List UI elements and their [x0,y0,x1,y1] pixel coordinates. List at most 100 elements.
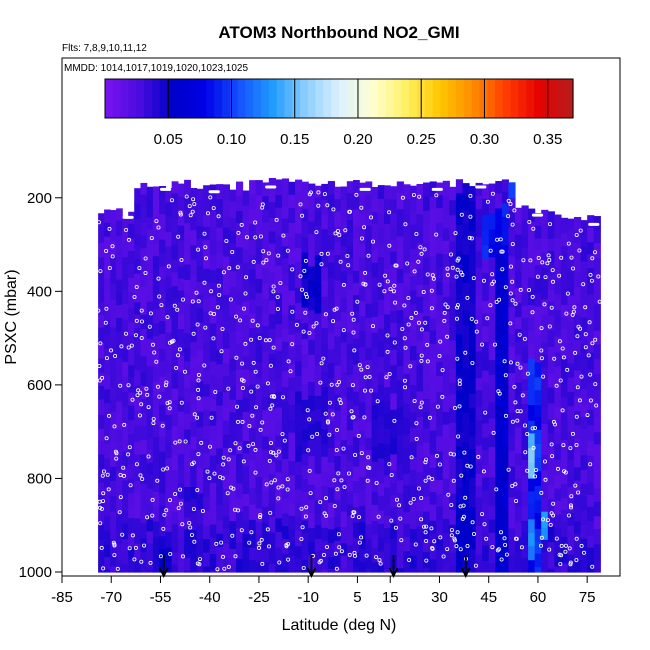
heatmap-cell [327,349,336,364]
heatmap-cell [314,211,322,227]
sample-point [588,272,593,277]
heatmap-cell [152,230,160,245]
sample-point [451,452,456,457]
sample-point [398,516,403,521]
sample-point [301,329,306,334]
sample-point [434,232,439,237]
heatmap-cell [528,560,536,573]
heatmap-cell [104,443,111,459]
heatmap-cell [587,425,595,442]
sample-point [459,212,464,217]
heatmap-cell [327,308,336,322]
heatmap-cell [501,318,509,334]
heatmap-cell [165,262,173,278]
heatmap-cell [514,551,523,568]
heatmap-cell [209,511,217,526]
heatmap-cell [314,550,322,566]
sample-point [496,547,501,552]
heatmap-cell [288,348,296,365]
sample-point [480,512,485,517]
heatmap-cell [574,271,582,288]
sample-point [308,190,313,195]
heatmap-cell [416,284,424,298]
sample-point [457,378,462,383]
heatmap-cell [235,305,244,318]
heatmap-cell [327,462,336,476]
heatmap-cell [340,371,348,386]
heatmap-cell [190,406,198,423]
heatmap-cell [229,441,237,456]
heatmap-cell [196,225,204,240]
heatmap-cell [295,546,303,560]
heatmap-cell [541,527,549,541]
heatmap-cell [301,181,309,197]
sample-point [402,378,407,383]
heatmap-cell [229,536,237,550]
sample-point [126,452,131,457]
heatmap-cell [416,183,424,200]
heatmap-cell [475,554,483,572]
sample-point [319,262,324,267]
sample-point [174,365,179,370]
heatmap-cell [353,421,360,438]
sample-point [510,222,515,227]
heatmap-cell [501,430,509,445]
heatmap-cell [275,366,283,380]
heatmap-cell [262,562,270,573]
heatmap-cell [455,251,464,265]
heatmap-cell [222,474,230,490]
sample-point [510,242,515,247]
heatmap-cell [146,504,154,521]
heatmap-cell [508,373,516,386]
sample-point [378,561,383,566]
sample-point [303,514,308,519]
sample-point [294,322,299,327]
sample-point [333,231,338,236]
heatmap-cell [242,534,250,548]
sample-point [322,192,327,197]
heatmap-cell [128,533,135,548]
heatmap-cell [159,521,166,537]
heatmap-cell [255,362,263,379]
heatmap-cell [327,293,336,309]
sample-point [574,414,579,419]
sample-point [107,413,112,418]
heatmap-cell [98,415,105,430]
heatmap-cell [580,469,588,485]
heatmap-cell [146,274,154,287]
heatmap-cell [580,289,588,307]
heatmap-cell [262,209,270,224]
heatmap-cell [436,322,444,336]
heatmap-cell [567,336,575,350]
heatmap-cell [390,495,398,509]
sample-point [448,252,453,257]
flights-note: Flts: 7,8,9,10,11,12 [62,43,147,54]
colorbar-segment [136,79,145,118]
heatmap-cell [334,515,342,529]
heatmap-cell [501,508,509,522]
sample-point [233,554,238,559]
heatmap-cell [416,377,424,392]
heatmap-cell [140,483,148,498]
heatmap-cell [462,297,470,312]
heatmap-cell [98,495,105,512]
heatmap-cell [209,455,217,471]
sample-point [377,282,382,287]
heatmap-cell [268,287,276,302]
sample-point [403,345,408,350]
sample-point [314,321,319,326]
sample-point [541,517,546,522]
heatmap-cell [377,299,385,316]
heatmap-cell [203,268,211,284]
heatmap-cell [409,290,418,306]
sample-point [298,202,303,207]
heatmap-cell [295,345,303,362]
heatmap-cell [423,511,431,525]
sample-point [363,282,368,287]
heatmap-cell [587,521,595,536]
heatmap-cell [365,272,373,290]
sample-point [551,513,556,518]
heatmap-cell [508,466,516,482]
sample-point [539,326,544,331]
heatmap-cell [222,332,230,350]
